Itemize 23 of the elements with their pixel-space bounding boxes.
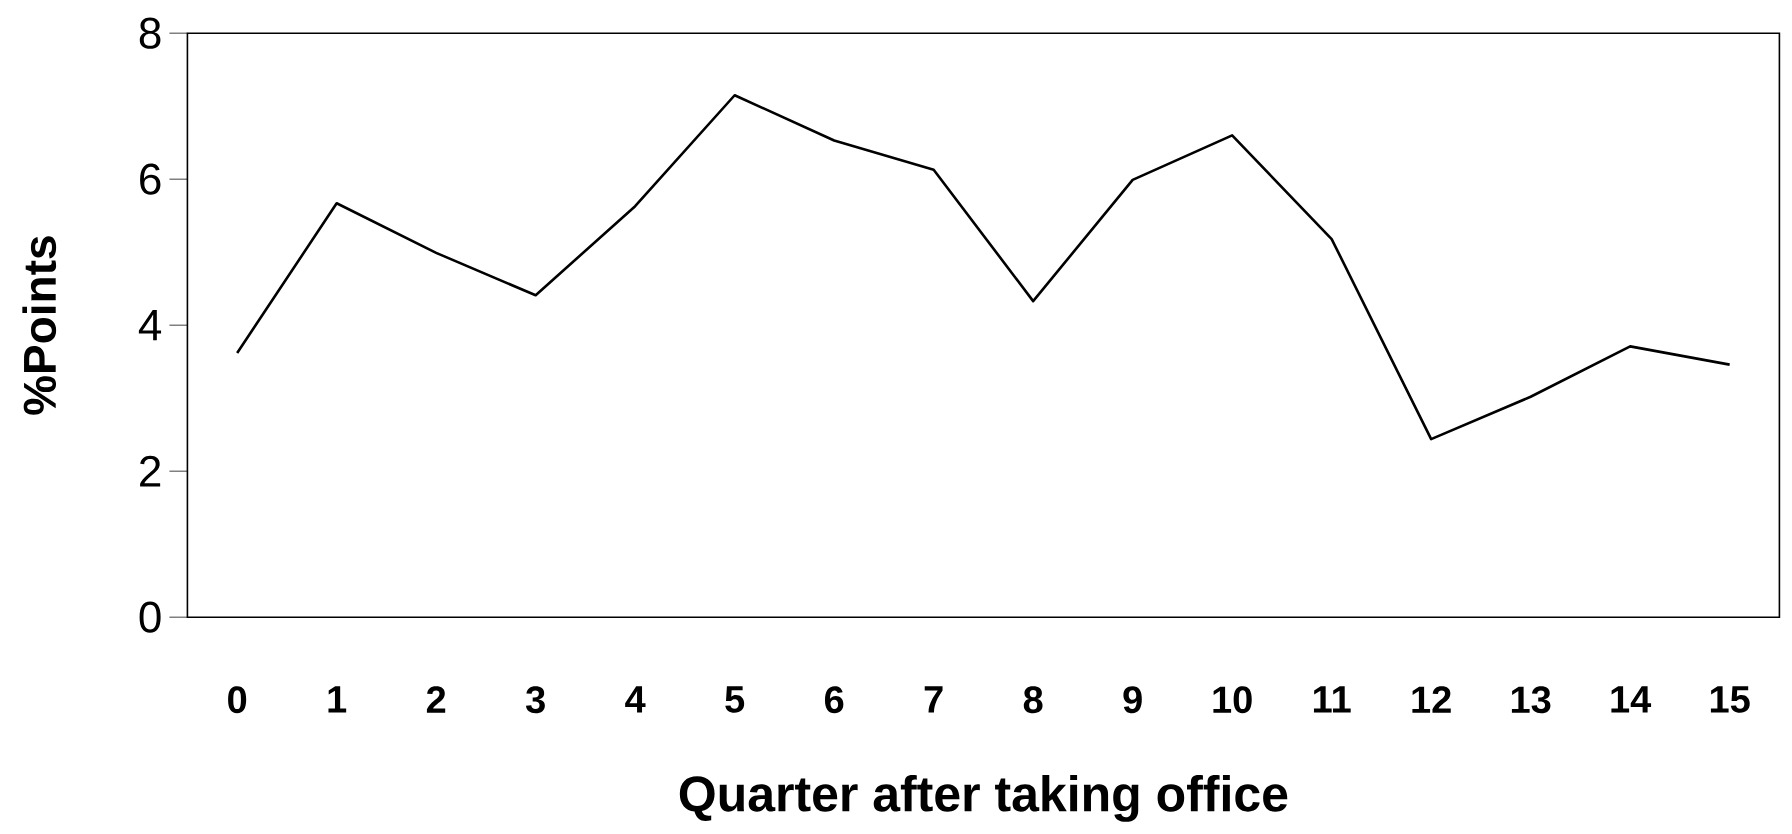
x-tick-label: 11 <box>1313 686 1351 713</box>
x-tick-label: 8 <box>1023 686 1043 714</box>
x-tick-label: 13 <box>1511 686 1551 714</box>
x-axis-title: Quarter after taking office <box>679 774 1288 822</box>
x-tick-label: 2 <box>426 686 446 713</box>
y-tick-label: 2 <box>140 455 161 487</box>
x-tick-label: 9 <box>1123 686 1142 714</box>
y-tick-label: 0 <box>139 601 161 633</box>
y-tick-label: 8 <box>139 17 161 49</box>
x-tick-label: 6 <box>824 686 844 714</box>
x-tick-label: 4 <box>625 686 646 713</box>
x-tick-label: 7 <box>924 686 943 713</box>
x-tick-label: 5 <box>725 686 745 713</box>
y-tick-label: 4 <box>138 310 162 341</box>
y-tick-label: 6 <box>140 163 161 195</box>
x-tick-label: 14 <box>1611 686 1652 713</box>
x-tick-label: 12 <box>1412 686 1451 713</box>
x-tick-label: 15 <box>1710 686 1750 713</box>
y-axis-title: %Points <box>22 236 57 415</box>
x-tick-label: 3 <box>525 686 545 714</box>
x-tick-label: 1 <box>328 686 347 713</box>
x-tick-label: 10 <box>1213 686 1252 714</box>
x-tick-label: 0 <box>228 686 247 714</box>
